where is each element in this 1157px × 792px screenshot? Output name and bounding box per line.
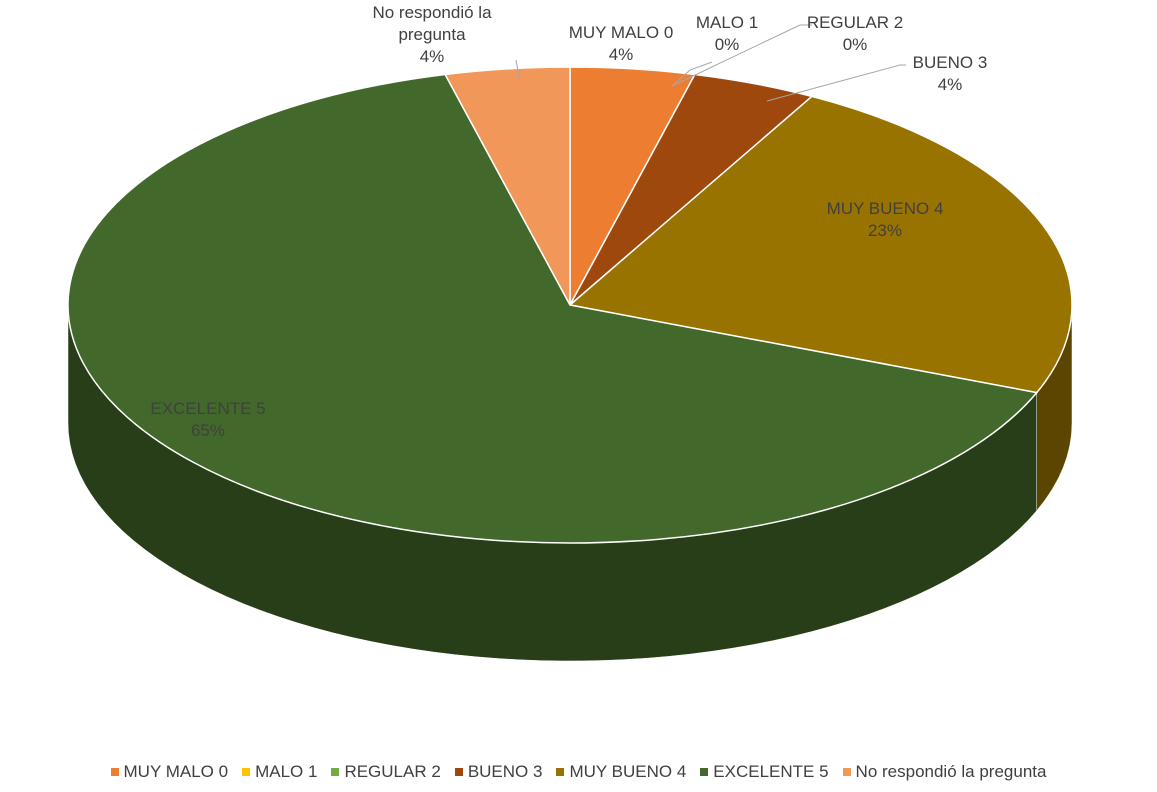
data-label: No respondió la pregunta 4%: [352, 2, 512, 68]
leader-lines: [515, 24, 906, 102]
data-label-value: 4%: [608, 45, 634, 64]
leader-line: [671, 61, 713, 87]
legend-swatch: [110, 768, 119, 776]
data-label-name: MUY MALO 0: [568, 23, 674, 42]
legend-swatch: [700, 768, 709, 776]
data-label-value: 65%: [190, 421, 226, 440]
data-label: REGULAR 2 0%: [807, 12, 903, 56]
legend-label: BUENO 3: [467, 762, 543, 781]
slice: [443, 66, 571, 306]
data-label-value: 4%: [419, 47, 445, 66]
data-label-name: EXCELENTE 5: [150, 399, 266, 418]
legend-swatch: [842, 768, 851, 776]
pie: [67, 66, 1073, 662]
data-label-name: MALO 1: [695, 13, 759, 32]
slice: [568, 95, 1073, 394]
legend-item: MALO 1: [242, 762, 317, 782]
legend-item: MUY BUENO 4: [556, 762, 686, 782]
legend-label: MUY BUENO 4: [569, 762, 687, 781]
data-label: MUY BUENO 4 23%: [827, 198, 944, 242]
legend-item: EXCELENTE 5: [700, 762, 829, 782]
leader-line: [671, 24, 812, 87]
data-label: EXCELENTE 5 65%: [150, 398, 265, 442]
legend-label: MALO 1: [255, 762, 318, 781]
legend-swatch: [331, 768, 340, 776]
legend-item: REGULAR 2: [331, 762, 441, 782]
data-label: MALO 1 0%: [696, 12, 758, 56]
legend-item: BUENO 3: [454, 762, 543, 782]
legend-item: No respondió la pregunta: [842, 762, 1047, 782]
data-label-name: MUY BUENO 4: [826, 199, 944, 218]
legend-label: EXCELENTE 5: [713, 762, 829, 781]
data-label-name: REGULAR 2: [806, 13, 904, 32]
data-label-value: 0%: [714, 35, 740, 54]
legend-label: No respondió la pregunta: [855, 762, 1047, 781]
legend-swatch: [556, 768, 565, 776]
legend-label: REGULAR 2: [344, 762, 441, 781]
leader-line: [515, 59, 521, 83]
data-label-value: 23%: [867, 221, 903, 240]
data-label-value: 0%: [842, 35, 868, 54]
legend-item: MUY MALO 0: [110, 762, 229, 782]
data-label-name: BUENO 3: [912, 53, 988, 72]
legend: MUY MALO 0 MALO 1 REGULAR 2 BUENO 3 MUY BUEN…: [0, 762, 1157, 782]
slice: [67, 73, 1039, 544]
leader-line: [766, 64, 906, 102]
data-label-value: 4%: [937, 75, 963, 94]
legend-swatch: [242, 768, 251, 776]
data-label: MUY MALO 0 4%: [569, 22, 674, 66]
legend-label: MUY MALO 0: [123, 762, 229, 781]
data-label: BUENO 3 4%: [913, 52, 988, 96]
data-label-name: No respondió la pregunta: [372, 3, 492, 44]
legend-swatch: [454, 768, 463, 776]
